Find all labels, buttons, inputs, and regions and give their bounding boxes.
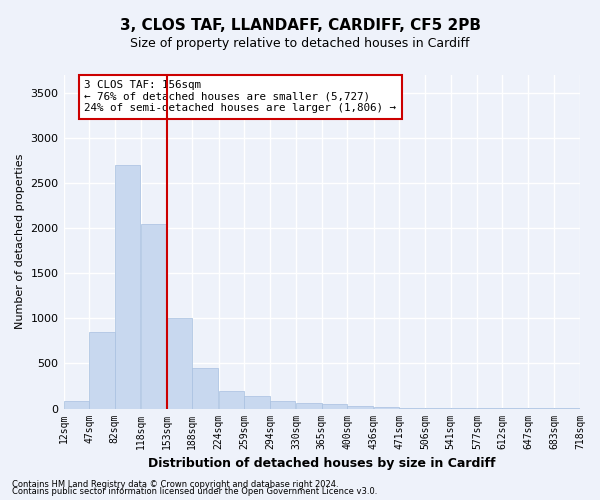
X-axis label: Distribution of detached houses by size in Cardiff: Distribution of detached houses by size … [148,457,496,470]
Y-axis label: Number of detached properties: Number of detached properties [15,154,25,330]
Bar [322,404,347,408]
Bar [64,401,89,408]
Text: Size of property relative to detached houses in Cardiff: Size of property relative to detached ho… [130,38,470,51]
Text: Contains public sector information licensed under the Open Government Licence v3: Contains public sector information licen… [12,487,377,496]
Text: 3, CLOS TAF, LLANDAFF, CARDIFF, CF5 2PB: 3, CLOS TAF, LLANDAFF, CARDIFF, CF5 2PB [119,18,481,32]
Bar [192,368,218,408]
Bar [347,406,373,408]
Bar [374,407,400,408]
Bar [115,165,140,408]
Text: 3 CLOS TAF: 156sqm
← 76% of detached houses are smaller (5,727)
24% of semi-deta: 3 CLOS TAF: 156sqm ← 76% of detached hou… [84,80,396,113]
Bar [141,224,167,408]
Bar [167,318,192,408]
Bar [270,402,295,408]
Text: Contains HM Land Registry data © Crown copyright and database right 2024.: Contains HM Land Registry data © Crown c… [12,480,338,489]
Bar [218,390,244,408]
Bar [89,332,115,408]
Bar [244,396,270,408]
Bar [296,403,322,408]
